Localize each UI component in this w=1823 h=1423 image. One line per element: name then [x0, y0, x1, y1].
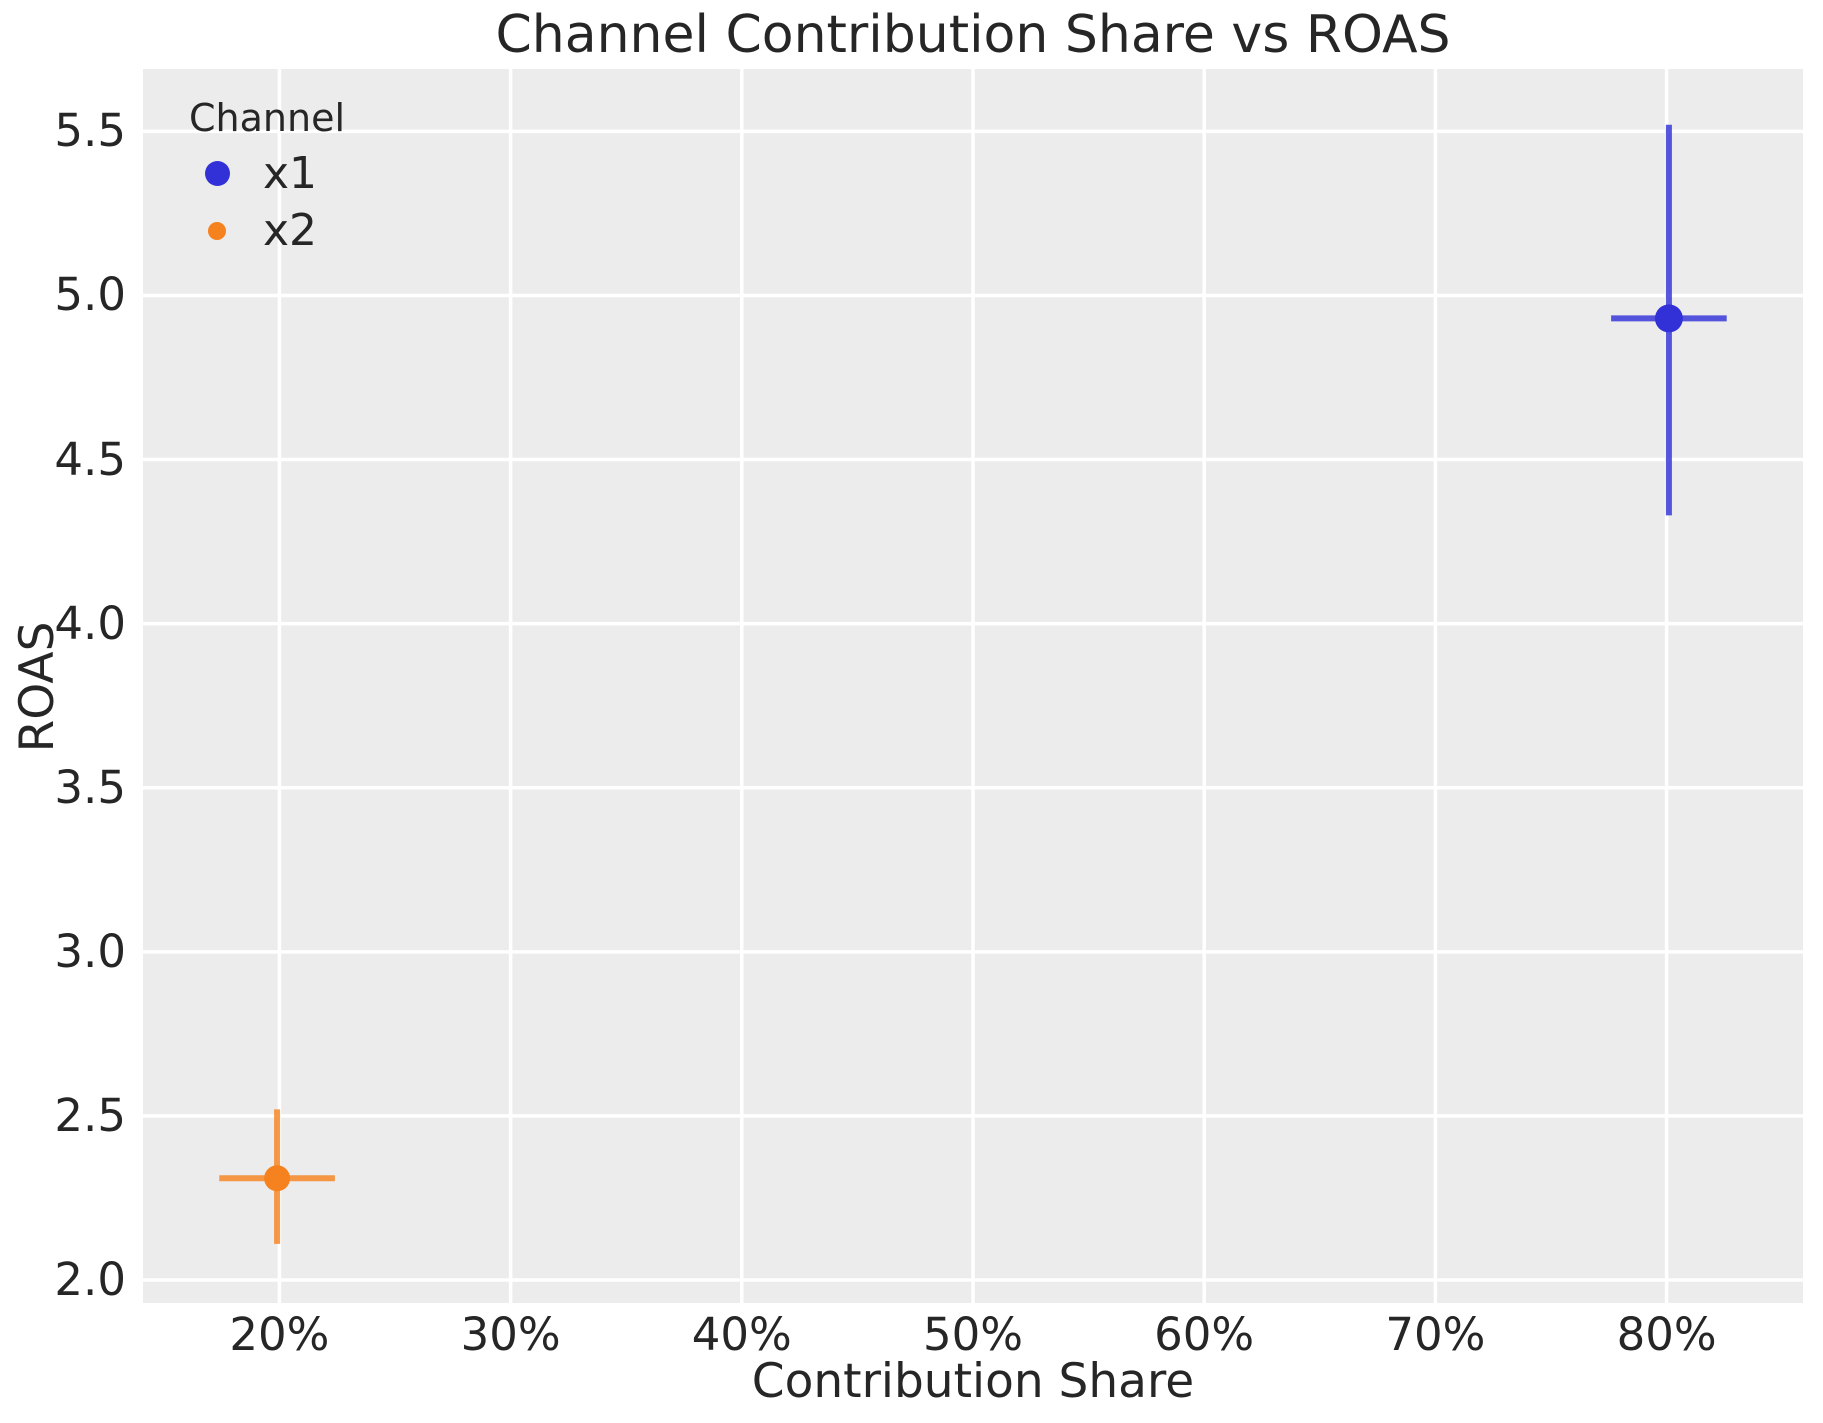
legend-marker-x2-icon [208, 221, 226, 240]
chart-title: Channel Contribution Share vs ROAS [495, 5, 1451, 65]
y-tick-label-4.0: 4.0 [54, 596, 126, 650]
legend-marker-x1-icon [204, 161, 230, 186]
legend-item-x1: x1 [171, 145, 345, 202]
x-tick-label-50pct: 50% [922, 1308, 1024, 1361]
legend-label-x1: x1 [263, 148, 318, 199]
y-tick-label-5.0: 5.0 [54, 268, 126, 322]
plot-svg [143, 69, 1803, 1303]
x2-point [264, 1165, 291, 1192]
y-tick-label-2.0: 2.0 [54, 1253, 126, 1307]
x-tick-label-80pct: 80% [1616, 1308, 1717, 1361]
legend-item-x2: x2 [171, 202, 345, 259]
legend-title: Channel [189, 96, 346, 140]
x-tick-label-70pct: 70% [1385, 1308, 1486, 1361]
plot-area: Channel x1 x2 [143, 69, 1803, 1303]
y-tick-label-3.0: 3.0 [54, 924, 126, 978]
legend-label-x2: x2 [263, 205, 318, 256]
y-tick-label-2.5: 2.5 [54, 1088, 126, 1142]
x-tick-label-30pct: 30% [460, 1308, 561, 1361]
x-axis-label: Contribution Share [751, 1354, 1195, 1409]
y-tick-label-3.5: 3.5 [54, 760, 126, 814]
legend: Channel x1 x2 [171, 91, 345, 259]
x-tick-label-40pct: 40% [691, 1308, 792, 1361]
x-tick-label-20pct: 20% [229, 1308, 330, 1361]
x-tick-label-60pct: 60% [1154, 1308, 1255, 1361]
y-tick-label-4.5: 4.5 [54, 432, 126, 486]
x1-point [1654, 304, 1683, 333]
y-tick-label-5.5: 5.5 [54, 104, 126, 158]
